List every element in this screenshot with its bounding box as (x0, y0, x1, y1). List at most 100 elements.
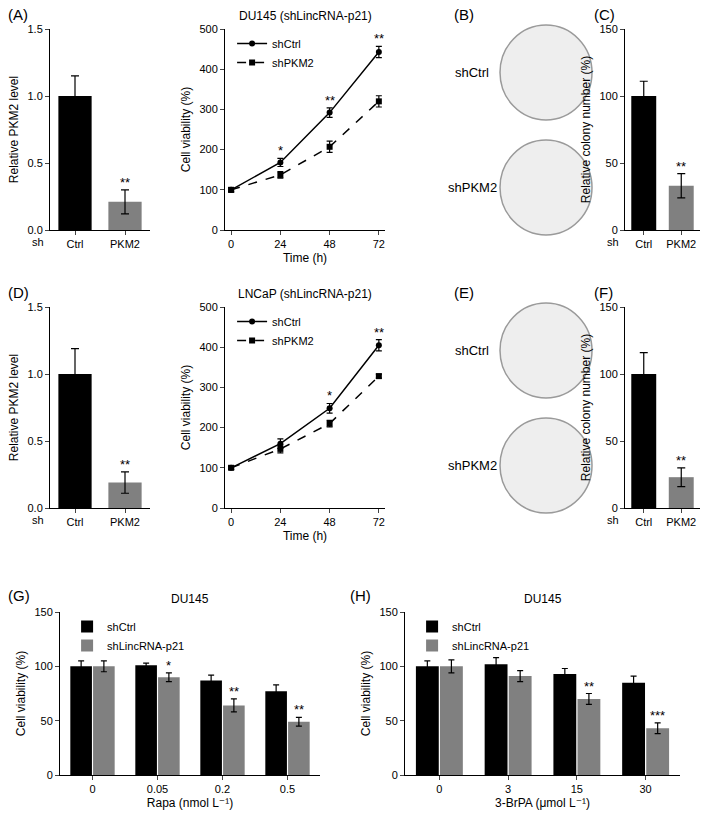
svg-text:50: 50 (386, 715, 398, 727)
svg-text:100: 100 (199, 184, 217, 196)
svg-text:1.0: 1.0 (28, 368, 43, 380)
svg-text:200: 200 (199, 143, 217, 155)
svg-text:3: 3 (505, 783, 511, 795)
svg-text:Ctrl: Ctrl (66, 238, 83, 250)
svg-text:**: ** (584, 679, 594, 694)
svg-text:shCtrl: shCtrl (272, 38, 301, 50)
svg-text:**: ** (120, 457, 130, 472)
svg-text:**: ** (294, 702, 304, 717)
svg-text:0: 0 (47, 769, 53, 781)
svg-text:0.5: 0.5 (280, 783, 295, 795)
svg-text:**: ** (120, 175, 130, 190)
svg-text:sh: sh (607, 236, 619, 248)
svg-text:*: * (327, 388, 332, 403)
svg-text:300: 300 (199, 381, 217, 393)
svg-text:50: 50 (41, 715, 53, 727)
svg-text:Rapa (nmol L⁻¹): Rapa (nmol L⁻¹) (147, 796, 233, 810)
svg-text:*: * (278, 143, 283, 158)
svg-text:Cell viability (%): Cell viability (%) (179, 365, 193, 450)
svg-text:1.0: 1.0 (28, 90, 43, 102)
svg-text:LNCaP (shLincRNA-p21): LNCaP (shLincRNA-p21) (238, 287, 372, 301)
svg-text:**: ** (325, 93, 335, 108)
svg-text:DU145: DU145 (171, 592, 209, 606)
svg-text:(G): (G) (8, 587, 30, 604)
svg-text:500: 500 (199, 301, 217, 313)
svg-text:400: 400 (199, 341, 217, 353)
svg-text:shPKM2: shPKM2 (448, 180, 497, 195)
svg-text:shCtrl: shCtrl (455, 65, 489, 80)
svg-text:*: * (166, 658, 171, 673)
svg-text:15: 15 (571, 783, 583, 795)
svg-text:DU145: DU145 (524, 592, 562, 606)
svg-text:Ctrl: Ctrl (635, 238, 652, 250)
svg-text:(B): (B) (454, 6, 474, 23)
svg-text:shLincRNA-p21: shLincRNA-p21 (107, 640, 184, 652)
svg-text:sh: sh (32, 236, 44, 248)
svg-text:shPKM2: shPKM2 (272, 335, 314, 347)
svg-text:sh: sh (32, 514, 44, 526)
svg-text:shCtrl: shCtrl (272, 316, 301, 328)
svg-text:150: 150 (379, 606, 397, 618)
svg-text:Relative PKM2 level: Relative PKM2 level (7, 354, 21, 461)
svg-text:Cell viability (%): Cell viability (%) (179, 87, 193, 172)
svg-text:(C): (C) (594, 6, 615, 23)
svg-text:100: 100 (34, 660, 52, 672)
svg-text:***: *** (650, 708, 665, 723)
svg-text:Cell viability (%): Cell viability (%) (14, 651, 28, 736)
svg-text:48: 48 (323, 516, 335, 528)
svg-text:100: 100 (599, 90, 617, 102)
svg-text:**: ** (676, 159, 686, 174)
svg-text:PKM2: PKM2 (666, 238, 696, 250)
svg-text:0: 0 (392, 769, 398, 781)
svg-text:0: 0 (436, 783, 442, 795)
svg-text:Time (h): Time (h) (283, 251, 327, 265)
svg-text:24: 24 (274, 238, 286, 250)
svg-text:PKM2: PKM2 (666, 516, 696, 528)
svg-text:0.05: 0.05 (147, 783, 168, 795)
svg-text:0.0: 0.0 (28, 502, 43, 514)
svg-text:1.5: 1.5 (28, 301, 43, 313)
svg-text:PKM2: PKM2 (110, 238, 140, 250)
svg-text:0: 0 (212, 224, 218, 236)
svg-text:0: 0 (228, 516, 234, 528)
svg-text:**: ** (676, 453, 686, 468)
svg-text:0: 0 (612, 224, 618, 236)
svg-text:30: 30 (639, 783, 651, 795)
svg-text:shCtrl: shCtrl (455, 343, 489, 358)
svg-text:50: 50 (606, 157, 618, 169)
svg-text:(E): (E) (454, 284, 474, 301)
svg-text:shPKM2: shPKM2 (448, 458, 497, 473)
svg-text:100: 100 (379, 660, 397, 672)
svg-text:Relative colony number (%): Relative colony number (%) (579, 56, 593, 203)
svg-text:500: 500 (199, 23, 217, 35)
svg-text:200: 200 (199, 421, 217, 433)
svg-text:0: 0 (89, 783, 95, 795)
svg-text:(A): (A) (8, 6, 28, 23)
svg-text:0: 0 (228, 238, 234, 250)
svg-text:(D): (D) (8, 284, 29, 301)
svg-text:150: 150 (599, 23, 617, 35)
svg-text:(F): (F) (594, 284, 613, 301)
svg-text:0.0: 0.0 (28, 224, 43, 236)
svg-text:72: 72 (373, 516, 385, 528)
svg-text:**: ** (374, 325, 384, 340)
svg-text:150: 150 (34, 606, 52, 618)
svg-text:Ctrl: Ctrl (66, 516, 83, 528)
svg-text:72: 72 (373, 238, 385, 250)
svg-text:1.5: 1.5 (28, 23, 43, 35)
svg-text:48: 48 (323, 238, 335, 250)
svg-text:DU145 (shLincRNA-p21): DU145 (shLincRNA-p21) (239, 9, 372, 23)
svg-text:0: 0 (612, 502, 618, 514)
svg-text:0: 0 (212, 502, 218, 514)
svg-text:PKM2: PKM2 (110, 516, 140, 528)
svg-text:shCtrl: shCtrl (452, 621, 481, 633)
svg-text:(H): (H) (350, 587, 371, 604)
svg-text:**: ** (229, 684, 239, 699)
svg-text:3-BrPA (μmol L⁻¹): 3-BrPA (μmol L⁻¹) (495, 796, 590, 810)
svg-text:0.2: 0.2 (215, 783, 230, 795)
svg-text:300: 300 (199, 103, 217, 115)
svg-text:shLincRNA-p21: shLincRNA-p21 (452, 640, 529, 652)
svg-text:0.5: 0.5 (28, 157, 43, 169)
svg-text:150: 150 (599, 301, 617, 313)
svg-text:Cell viability (%): Cell viability (%) (359, 651, 373, 736)
